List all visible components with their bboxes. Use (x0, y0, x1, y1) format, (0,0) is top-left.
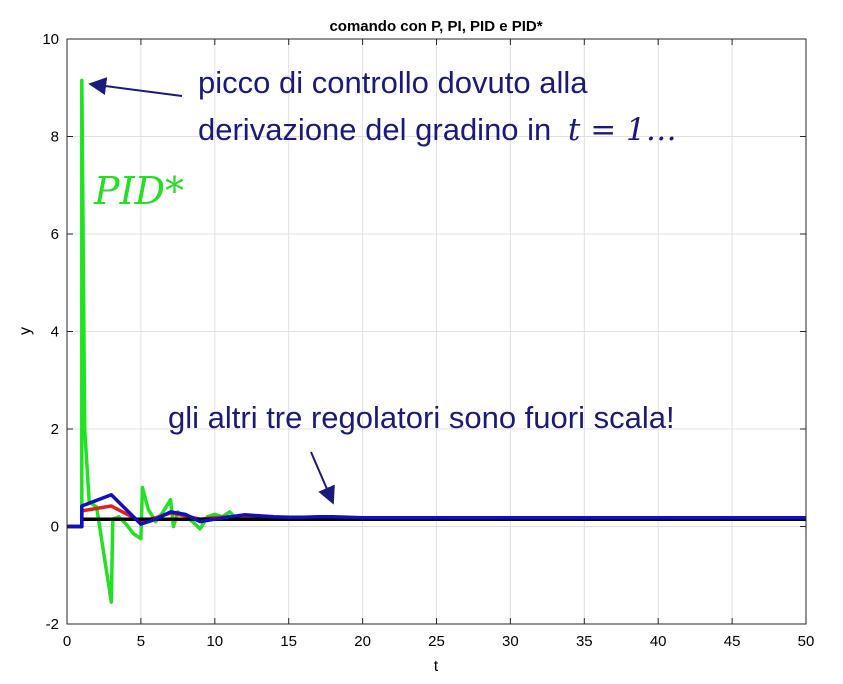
x-tick-label: 35 (576, 633, 593, 650)
x-tick-label: 45 (724, 633, 741, 650)
annotation-peak-arrow (88, 77, 183, 97)
y-tick-label: 8 (51, 129, 59, 146)
annotation-peak-math: t = 1… (568, 112, 677, 148)
x-tick-label: 10 (206, 633, 223, 650)
annotation-peak-line1: picco di controllo dovuto alla (198, 65, 588, 100)
x-tick-label: 20 (354, 633, 371, 650)
x-tick-label: 15 (280, 633, 297, 650)
x-tick-label: 5 (137, 633, 145, 650)
x-axis-label: t (434, 658, 439, 675)
y-axis-label: y (17, 327, 34, 335)
annotation-peak-line2: derivazione del gradino in t = 1… (198, 112, 677, 148)
series-line-4 (67, 493, 806, 529)
x-tick-label: 25 (428, 633, 445, 650)
y-tick-label: 2 (51, 421, 59, 438)
series-layer (67, 78, 806, 604)
x-tick-label: 0 (63, 633, 71, 650)
y-tick-label: 4 (51, 324, 59, 341)
x-tick-label: 50 (798, 633, 815, 650)
y-tick-label: -2 (46, 616, 59, 633)
y-tick-label: 6 (51, 226, 59, 243)
y-tick-label: 0 (51, 519, 59, 536)
annotation-others: gli altri tre regolatori sono fuori scal… (168, 400, 675, 435)
annotation-peak-line2-text: derivazione del gradino in (198, 112, 551, 147)
chart-title: comando con P, PI, PID e PID* (329, 18, 542, 35)
y-tick-label: 10 (42, 31, 59, 48)
x-tick-label: 40 (650, 633, 667, 650)
pid-star-label: PID* (93, 169, 184, 213)
x-tick-label: 30 (502, 633, 519, 650)
annotation-others-arrow (310, 451, 335, 505)
